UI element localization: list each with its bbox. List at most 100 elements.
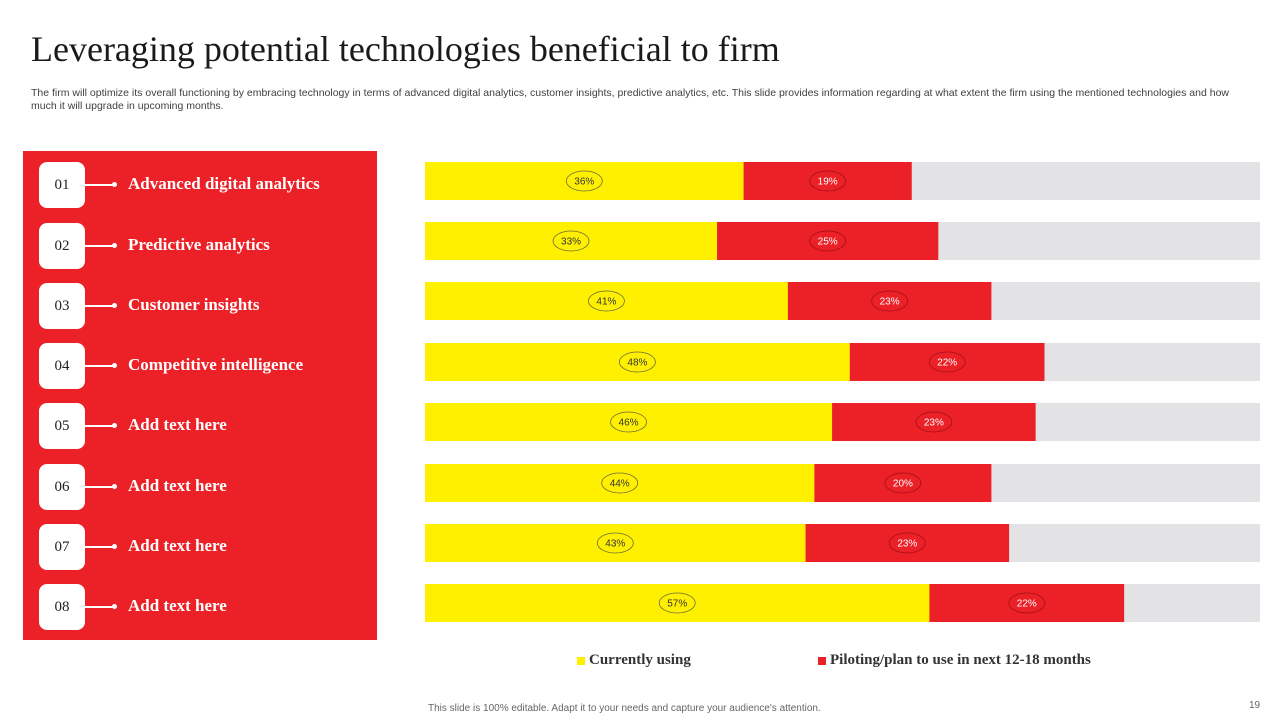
data-label-piloting-ring bbox=[809, 230, 847, 252]
bar-currently-using bbox=[425, 464, 815, 502]
data-label-currently-ring bbox=[565, 170, 603, 192]
data-label-piloting-ring bbox=[1008, 592, 1046, 614]
data-label-currently-ring bbox=[588, 290, 625, 312]
stacked-bar-chart: 36% 19% 33% 25% 41% 23% 48% 22% 46% 23% 44% 20% 43% 2… bbox=[425, 162, 1260, 622]
data-label-currently-ring bbox=[619, 351, 656, 373]
item-label: Predictive analytics bbox=[128, 235, 270, 254]
item-number: 04 bbox=[39, 343, 85, 389]
bar-piloting bbox=[832, 403, 1036, 441]
data-label-currently-ring bbox=[552, 230, 590, 252]
bar-currently-using bbox=[425, 162, 744, 200]
item-number: 07 bbox=[39, 524, 85, 570]
data-label-currently-ring bbox=[658, 592, 696, 614]
item-label: Add text here bbox=[128, 415, 227, 434]
data-label-piloting: 23% bbox=[880, 297, 900, 308]
connector-dot bbox=[112, 303, 117, 308]
bar-piloting bbox=[929, 584, 1125, 622]
list-item: 01 Advanced digital analytics bbox=[23, 162, 377, 208]
item-label: Add text here bbox=[128, 476, 227, 495]
bar-piloting bbox=[849, 343, 1045, 381]
connector-line bbox=[85, 184, 113, 186]
connector-dot bbox=[112, 604, 117, 609]
data-label-piloting-ring bbox=[809, 170, 847, 192]
data-label-currently: 44% bbox=[610, 479, 630, 490]
list-item: 08 Add text here bbox=[23, 584, 377, 630]
connector-line bbox=[85, 425, 113, 427]
list-item: 03 Customer insights bbox=[23, 283, 377, 329]
data-label-piloting: 23% bbox=[924, 418, 944, 429]
bar-piloting bbox=[743, 162, 912, 200]
legend-swatch-red bbox=[818, 656, 826, 665]
data-label-currently-ring bbox=[601, 472, 639, 494]
bar-piloting bbox=[814, 464, 992, 502]
list-item: 06 Add text here bbox=[23, 464, 377, 510]
list-item: 04 Competitive intelligence bbox=[23, 343, 377, 389]
page-subtitle: The firm will optimize its overall funct… bbox=[31, 87, 1229, 112]
connector-dot bbox=[112, 484, 117, 489]
bar-currently-using bbox=[425, 584, 930, 622]
list-item: 07 Add text here bbox=[23, 524, 377, 570]
bar-currently-using bbox=[425, 524, 806, 562]
item-label: Customer insights bbox=[128, 295, 260, 314]
data-label-piloting-ring bbox=[884, 472, 922, 494]
bar-currently-using bbox=[425, 343, 850, 381]
bar-currently-using bbox=[425, 282, 788, 320]
connector-line bbox=[85, 606, 113, 608]
item-label: Competitive intelligence bbox=[128, 355, 304, 374]
data-label-piloting: 25% bbox=[818, 237, 838, 248]
connector-dot bbox=[112, 363, 117, 368]
data-label-currently: 33% bbox=[561, 237, 581, 248]
bar-piloting bbox=[805, 524, 1010, 562]
connector-line bbox=[85, 365, 113, 367]
legend-label: Piloting/plan to use in next 12-18 month… bbox=[830, 652, 1091, 668]
data-label-piloting-ring bbox=[888, 532, 926, 554]
list-item: 02 Predictive analytics bbox=[23, 223, 377, 269]
item-number: 06 bbox=[39, 464, 85, 510]
legend-currently-using: Currently using bbox=[577, 652, 691, 669]
bar-piloting bbox=[787, 282, 992, 320]
connector-dot bbox=[112, 544, 117, 549]
bar-currently-using bbox=[425, 403, 833, 441]
item-label: Add text here bbox=[128, 536, 227, 555]
item-label: Advanced digital analytics bbox=[128, 174, 320, 193]
legend-swatch-yellow bbox=[577, 656, 585, 665]
data-label-piloting: 19% bbox=[818, 177, 838, 188]
data-label-piloting: 22% bbox=[937, 358, 957, 369]
data-label-piloting-ring bbox=[871, 290, 909, 312]
list-item: 05 Add text here bbox=[23, 403, 377, 449]
bar-currently-using bbox=[425, 222, 718, 260]
item-number: 01 bbox=[39, 162, 85, 208]
legend-piloting: Piloting/plan to use in next 12-18 month… bbox=[818, 652, 1091, 669]
connector-dot bbox=[112, 182, 117, 187]
legend-label: Currently using bbox=[589, 652, 691, 668]
data-label-piloting: 20% bbox=[893, 479, 913, 490]
connector-line bbox=[85, 486, 113, 488]
data-label-currently-ring bbox=[610, 411, 647, 433]
data-label-piloting-ring bbox=[915, 411, 953, 433]
page-number: 19 bbox=[1249, 700, 1261, 711]
bar-piloting bbox=[717, 222, 939, 260]
data-label-piloting: 23% bbox=[897, 539, 917, 550]
item-number: 05 bbox=[39, 403, 85, 449]
data-label-currently: 41% bbox=[596, 297, 616, 308]
data-label-currently: 36% bbox=[574, 177, 594, 188]
data-label-piloting: 22% bbox=[1017, 599, 1037, 610]
item-number: 02 bbox=[39, 223, 85, 269]
connector-line bbox=[85, 546, 113, 548]
connector-dot bbox=[112, 243, 117, 248]
data-label-currently: 46% bbox=[619, 418, 639, 429]
footer-note: This slide is 100% editable. Adapt it to… bbox=[428, 703, 821, 714]
data-label-currently-ring bbox=[596, 532, 634, 554]
data-label-piloting-ring bbox=[928, 351, 966, 373]
data-label-currently: 43% bbox=[605, 539, 625, 550]
item-number: 08 bbox=[39, 584, 85, 630]
data-label-currently: 57% bbox=[667, 599, 687, 610]
item-number: 03 bbox=[39, 283, 85, 329]
connector-line bbox=[85, 305, 113, 307]
page-title: Leveraging potential technologies benefi… bbox=[31, 29, 780, 69]
connector-dot bbox=[112, 423, 117, 428]
connector-line bbox=[85, 245, 113, 247]
technology-list-panel: 01 Advanced digital analytics 02 Predict… bbox=[23, 151, 377, 640]
item-label: Add text here bbox=[128, 596, 227, 615]
data-label-currently: 48% bbox=[627, 358, 647, 369]
